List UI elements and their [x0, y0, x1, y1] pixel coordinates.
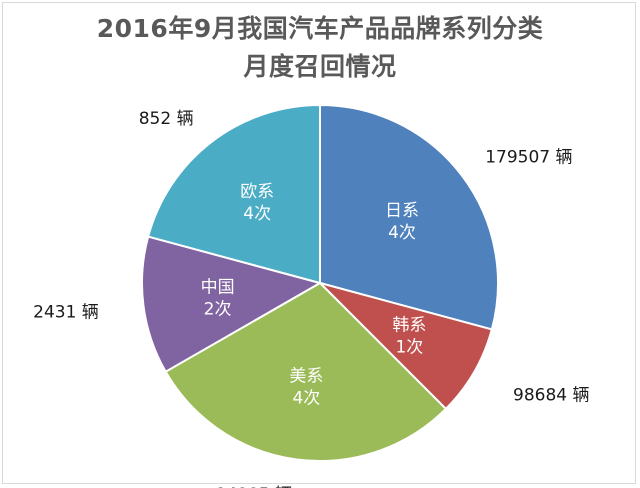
- slice-count-label: 4次: [388, 223, 416, 243]
- slice-count-label: 4次: [292, 388, 320, 408]
- slice-count-label: 1次: [395, 338, 423, 358]
- chart-title: 2016年9月我国汽车产品品牌系列分类: [96, 14, 544, 43]
- slice-name-label: 日系: [385, 201, 419, 221]
- slice-name-label: 欧系: [240, 182, 274, 202]
- slice-value-label: 14985 辆: [216, 485, 292, 488]
- slice-value-label: 852 辆: [139, 109, 194, 129]
- chart-subtitle: 月度召回情况: [243, 52, 397, 81]
- slice-count-label: 2次: [204, 299, 232, 319]
- pie-slice-4: [141, 235, 323, 374]
- slice-value-label: 179507 辆: [485, 148, 572, 168]
- slice-name-label: 中国: [201, 277, 235, 297]
- pie-slice-5: [146, 103, 321, 285]
- pie-slice-2: [316, 281, 494, 411]
- pie-slice-3: [164, 281, 448, 462]
- slice-name-label: 美系: [289, 366, 323, 386]
- pie-slice-1: [319, 103, 499, 331]
- slice-value-label: 2431 辆: [33, 303, 99, 323]
- slice-name-label: 韩系: [392, 316, 426, 336]
- slice-value-label: 98684 辆: [513, 386, 589, 406]
- slice-count-label: 4次: [243, 204, 271, 224]
